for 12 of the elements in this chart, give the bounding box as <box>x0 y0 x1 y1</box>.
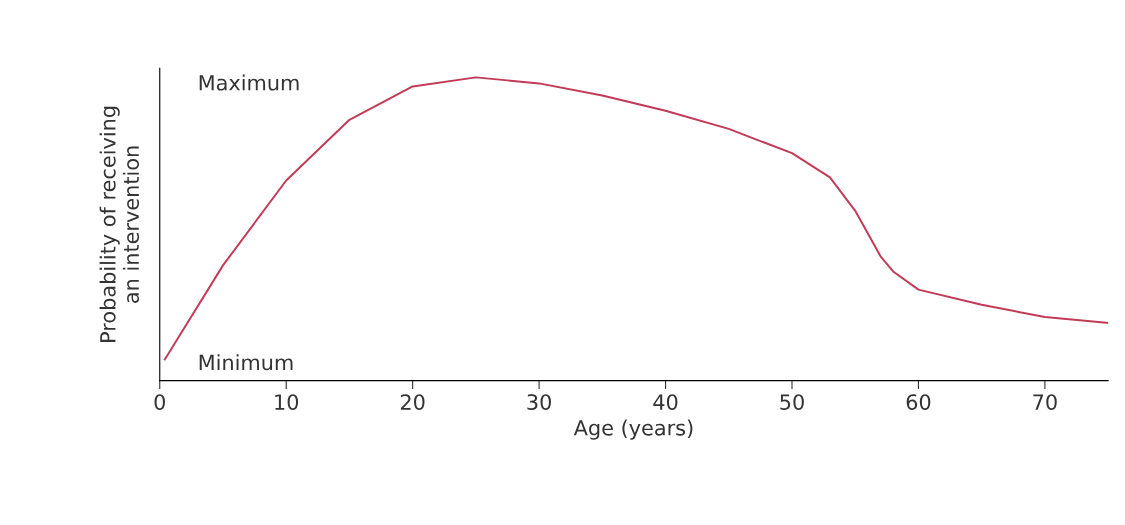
annotation: Minimum <box>199 354 293 371</box>
x-tick-label: 30 <box>527 394 551 410</box>
x-tick-label: 10 <box>275 394 299 410</box>
x-tick-label: 0 <box>154 394 165 410</box>
x-tick-label: 70 <box>1033 394 1057 410</box>
y-axis-title: Probability of receiving an intervention <box>99 106 140 342</box>
x-tick-label: 40 <box>653 394 678 410</box>
x-axis-title: Age (years) <box>573 419 693 440</box>
annotation: Maximum <box>199 74 299 91</box>
x-tick-label: 20 <box>400 394 425 410</box>
x-tick-label: 50 <box>780 394 804 410</box>
x-tick-label: 60 <box>906 394 931 410</box>
